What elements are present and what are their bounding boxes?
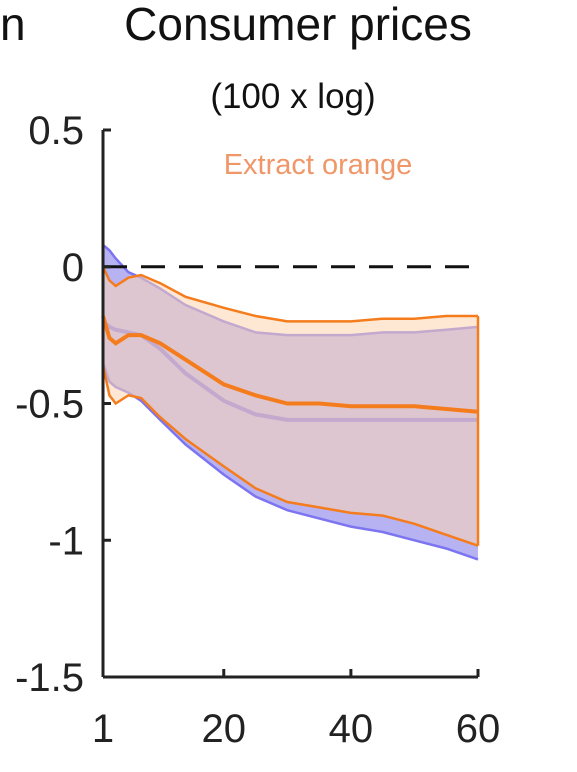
cut-off-left-label: n [0,0,26,50]
chart-title: Consumer prices [124,0,472,50]
x-tick-label: 60 [456,707,501,751]
x-tick-label: 1 [92,707,114,751]
series-2-lower-line [101,364,479,547]
axes-layer: 0.5 0 -0.5 -1 -1.51 20 40 60 [15,109,500,751]
y-tick-label: -1.5 [15,656,84,700]
chart-annotation: Extract orange [224,149,413,181]
series-2-median-line [101,315,479,414]
series-2 [101,266,479,547]
chart-subtitle: (100 x log) [210,77,375,116]
y-tick-label: 0 [62,246,84,290]
x-tick-label: 20 [202,707,247,751]
x-tick-label: 40 [329,707,374,751]
y-tick-label: -0.5 [15,383,84,427]
y-tick-label: -1 [48,519,84,563]
series-2-confidence-band [103,266,478,546]
series-layer [101,243,480,561]
series-2-upper-line [101,266,478,323]
y-tick-label: 0.5 [28,109,84,153]
